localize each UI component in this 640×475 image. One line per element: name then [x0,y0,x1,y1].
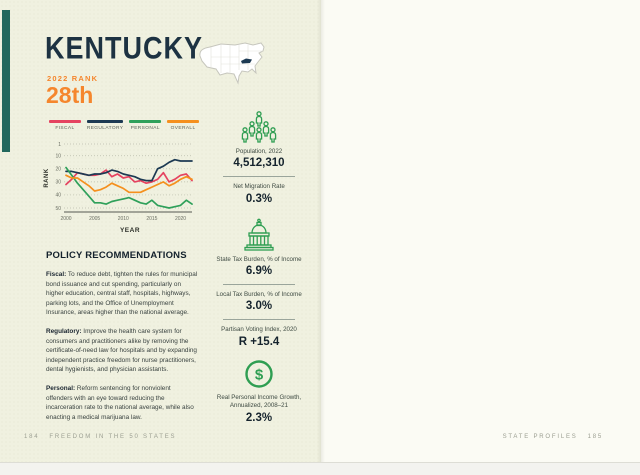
policy-lead: Regulatory: [46,328,82,336]
policy-text: Improve the health care system for consu… [46,328,197,374]
legend-swatch-overall [167,120,200,123]
stat-value-local-tax: 3.0% [245,300,273,313]
accent-strip [2,10,10,152]
y-tick-label: 10 [55,154,61,160]
line-chart: 1 10 20 30 40 50 2000 2005 2010 2015 2020 RANK [44,142,193,222]
footer-book-title: FREEDOM IN THE 50 STATES [49,434,177,440]
stat-value-state-tax: 6.9% [245,265,273,278]
legend-item-regulatory: REGULATORY [86,120,124,131]
x-tick-label: 2005 [89,216,100,222]
policy-paragraph-regulatory: Regulatory: Improve the health care syst… [46,327,198,375]
stat-label-net-migration: Net Migration Rate [233,183,285,191]
series-regulatory [65,158,193,182]
rank-label: 2022 RANK [47,74,99,83]
people-group-icon [241,111,277,143]
right-page-footer: STATE PROFILES 185 [503,434,603,440]
svg-text:$: $ [255,366,264,383]
capitol-icon [244,218,274,251]
divider [223,319,295,321]
y-tick-label: 20 [55,167,61,173]
y-tick-label: 40 [55,193,61,199]
footer-section-title: STATE PROFILES [502,434,578,440]
legend-label: OVERALL [170,126,196,131]
policy-recommendations: POLICY RECOMMENDATIONS Fiscal: To reduce… [46,250,198,432]
legend-swatch-fiscal [49,120,81,123]
stat-label-local-tax: Local Tax Burden, % of Income [216,291,302,299]
rank-value: 28th [46,82,94,108]
rank-history-chart: 1 10 20 30 40 50 2000 2005 2010 2015 2020 RANK [42,134,200,231]
stats-sidebar: Population, 2022 4,512,310 Net Migration… [206,110,312,426]
legend-item-overall: OVERALL [167,120,200,131]
dollar-icon: $ [245,360,273,388]
us-map-icon [199,42,265,85]
legend-swatch-personal [129,120,162,123]
x-tick-label: 2020 [175,216,186,222]
divider [223,284,295,286]
analysis-page: ANALYSIS Kentucky has long been middling… [321,0,640,462]
page-gutter [317,0,325,462]
x-tick-label: 2000 [60,216,71,222]
legend-label: PERSONAL [130,126,160,131]
x-axis-title: YEAR [119,227,141,234]
legend-label: REGULATORY [86,126,124,131]
legend-item-personal: PERSONAL [129,120,162,131]
us-outline [199,42,265,85]
page-edge [0,462,640,475]
policy-lead: Fiscal: [46,271,67,278]
stat-value-net-migration: 0.3% [245,192,273,205]
stat-value-income-growth: 2.3% [245,411,273,424]
legend-label: FISCAL [55,126,75,131]
x-tick-label: 2010 [118,216,129,222]
legend-swatch-regulatory [86,120,124,123]
legend-item-fiscal: FISCAL [49,120,81,131]
y-tick-label: 50 [55,206,61,212]
x-tick-label: 2015 [146,216,157,222]
stat-value-partisan-index: R +15.4 [238,335,280,348]
left-page-footer: 184 FREEDOM IN THE 50 STATES [24,434,176,440]
policy-lead: Personal: [46,385,76,393]
kentucky-highlight [241,58,252,64]
policy-heading: POLICY RECOMMENDATIONS [46,250,187,261]
state-profile-page: KENTUCKY 2022 RANK 28th FISCAL REGULATOR… [0,0,321,462]
policy-paragraph-personal: Personal: Reform sentencing for nonviole… [46,384,198,422]
stat-label-partisan-index: Partisan Voting Index, 2020 [221,326,297,334]
page-number: 184 [24,434,40,440]
stat-label-population: Population, 2022 [235,148,283,155]
series-overall [65,174,193,194]
chart-legend: FISCAL REGULATORY PERSONAL OVERALL [49,120,200,131]
state-borders [210,45,263,74]
y-tick-label: 30 [55,180,61,186]
y-tick-label: 1 [58,142,61,148]
y-axis-title: RANK [44,168,50,187]
policy-text: Reform sentencing for nonviolent offende… [46,385,194,421]
stat-label-income-growth: Real Personal Income Growth, Annualized,… [216,393,302,410]
page-number: 185 [587,434,603,440]
stat-value-population: 4,512,310 [233,157,285,170]
stat-label-state-tax: State Tax Burden, % of Income [216,255,302,263]
policy-paragraph-fiscal: Fiscal: To reduce debt, tighten the rule… [46,270,198,318]
series-personal [65,166,193,209]
divider [223,176,295,178]
policy-text: To reduce debt, tighten the rules for mu… [46,271,198,317]
page-title: KENTUCKY [45,30,204,66]
